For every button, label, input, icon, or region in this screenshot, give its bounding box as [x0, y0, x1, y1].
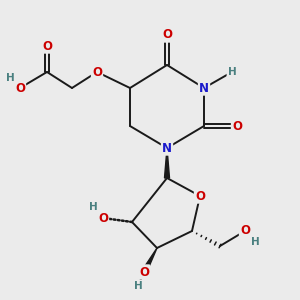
Text: O: O: [240, 224, 250, 238]
Polygon shape: [142, 248, 157, 273]
Text: N: N: [162, 142, 172, 154]
Polygon shape: [164, 148, 169, 178]
Text: O: O: [232, 119, 242, 133]
Text: O: O: [162, 28, 172, 41]
Text: O: O: [195, 190, 205, 202]
Text: H: H: [134, 281, 142, 291]
Text: H: H: [228, 67, 236, 77]
Text: O: O: [139, 266, 149, 278]
Text: O: O: [15, 82, 25, 94]
Text: O: O: [92, 65, 102, 79]
Text: H: H: [88, 202, 98, 212]
Text: H: H: [6, 73, 14, 83]
Text: O: O: [42, 40, 52, 52]
Text: O: O: [98, 212, 108, 224]
Text: H: H: [250, 237, 260, 247]
Text: N: N: [199, 82, 209, 94]
